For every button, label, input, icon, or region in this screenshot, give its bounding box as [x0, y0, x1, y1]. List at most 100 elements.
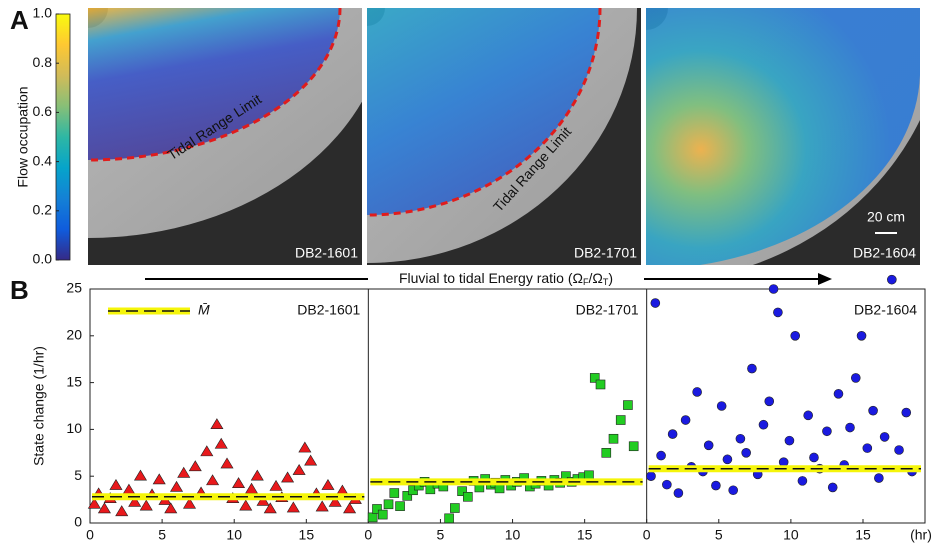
panel-title: DB2-1604 [854, 302, 917, 318]
square-point [628, 441, 639, 452]
triangle-point [298, 441, 312, 453]
triangle-point [286, 501, 300, 513]
y-tick-label: 5 [74, 467, 82, 483]
y-tick-label: 25 [66, 280, 82, 296]
circle-point [803, 410, 813, 421]
triangle-point [343, 502, 357, 514]
triangle-point [281, 471, 295, 483]
triangle-point [169, 480, 184, 492]
panel-title: DB2-1701 [576, 302, 639, 318]
colorbar-tick-label: 1.0 [33, 5, 53, 21]
triangle-point [214, 437, 228, 449]
x-unit: (hr) [910, 527, 932, 543]
circle-point [856, 330, 867, 341]
square-point [395, 501, 405, 511]
triangle-point [244, 482, 259, 494]
triangle-point [128, 495, 142, 507]
triangle-point [182, 497, 197, 509]
circle-point [822, 426, 832, 437]
colorbar-tick-label: 0.4 [33, 152, 53, 168]
x-tick-label: 0 [364, 527, 372, 543]
square-point [367, 512, 378, 523]
circle-point [741, 447, 751, 458]
triangle-point [292, 464, 306, 475]
square-point [615, 415, 626, 425]
circle-point [784, 435, 795, 446]
triangle-point [315, 500, 329, 512]
square-point [383, 499, 394, 510]
triangle-point [220, 457, 234, 469]
x-tick-label: 15 [299, 527, 315, 543]
circle-point [662, 479, 672, 490]
triangle-point [239, 499, 253, 511]
triangle-point [263, 502, 277, 514]
circle-point [768, 284, 779, 294]
circle-point [722, 454, 733, 465]
triangle-point [177, 466, 191, 478]
arrow-label-part: Fluvial to tidal Energy ratio (Ω [399, 270, 583, 286]
colorbar [55, 13, 71, 261]
triangle-point [304, 454, 318, 466]
triangle-point [164, 502, 178, 514]
circle-point [735, 433, 746, 444]
triangle-point [115, 505, 129, 517]
scale-label: 20 cm [867, 209, 905, 225]
circle-point [868, 405, 878, 416]
arrow-label-bg [368, 268, 644, 290]
square-point [389, 488, 400, 498]
arrow-label-part: F [583, 277, 589, 287]
plot-frame [89, 288, 926, 524]
triangle-point [188, 460, 202, 472]
colorbar-tick-label: 0.2 [33, 202, 53, 218]
triangle-point [109, 478, 123, 490]
image-1604 [646, 8, 920, 265]
x-tick-label: 5 [715, 527, 723, 543]
circle-point [773, 307, 783, 318]
triangle-point [210, 418, 224, 430]
square-point [444, 513, 454, 524]
circle-point [673, 488, 684, 498]
image-label: DB2-1701 [574, 245, 637, 261]
triangle-point [87, 497, 101, 509]
circle-point [874, 473, 884, 483]
circle-point [901, 407, 912, 418]
circle-point [845, 422, 855, 433]
arrow-label-part: /Ω [588, 270, 602, 286]
circle-point [758, 419, 769, 430]
square-point [457, 486, 467, 496]
circle-point [894, 445, 904, 455]
colorbar-tick-label: 0.8 [33, 54, 53, 70]
circle-point [680, 415, 691, 425]
square-point [402, 491, 413, 501]
triangle-point [250, 469, 264, 481]
circle-point [703, 440, 714, 451]
circle-point [747, 363, 757, 374]
panel-letter: A [10, 5, 29, 35]
triangle-point [321, 478, 335, 490]
triangle-point [139, 499, 153, 511]
circle-point [827, 482, 838, 493]
square-point [608, 433, 619, 444]
legend-label: M̄ [198, 302, 210, 318]
y-tick-label: 15 [66, 373, 82, 389]
circle-point [790, 330, 801, 341]
arrow-label: Fluvial to tidal Energy ratio (ΩF/ΩT) [399, 270, 613, 288]
y-tick-label: 0 [74, 514, 82, 530]
square-point [450, 503, 460, 513]
triangle-point [122, 483, 136, 495]
circle-point [833, 389, 844, 399]
circle-point [656, 450, 666, 461]
arrow-head [818, 273, 832, 285]
y-axis-label: State change (1/hr) [31, 346, 47, 466]
triangle-point [133, 469, 148, 481]
square-point [589, 373, 600, 383]
circle-point [809, 452, 819, 463]
x-tick-label: 10 [505, 527, 521, 543]
circle-point [716, 401, 727, 411]
x-tick-label: 15 [577, 527, 593, 543]
triangle-point [152, 473, 166, 485]
circle-point [850, 373, 861, 383]
image-label: DB2-1604 [853, 245, 916, 261]
circle-point [646, 471, 656, 482]
triangle-point [232, 477, 246, 488]
